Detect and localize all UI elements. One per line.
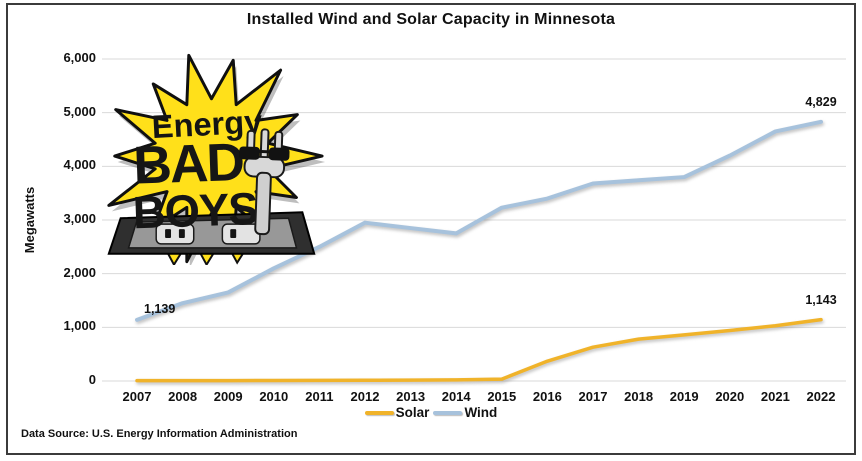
point-label-solar-2022: 1,143 (805, 292, 837, 307)
legend: Solar Wind (0, 405, 862, 420)
y-tick-label: 6,000 (63, 50, 96, 65)
x-tick-label: 2016 (532, 389, 562, 404)
legend-item-wind: Wind (433, 405, 497, 420)
sunglasses-icon (239, 146, 290, 161)
x-tick-label: 2018 (624, 389, 654, 404)
y-tick-label: 5,000 (63, 103, 96, 119)
x-tick-label: 2021 (760, 389, 790, 404)
y-tick-label: 1,000 (63, 318, 96, 334)
y-tick-label: 3,000 (63, 211, 96, 226)
x-tick-label: 2012 (350, 389, 380, 404)
x-tick-label: 2014 (441, 389, 471, 404)
solar-line (135, 317, 823, 383)
x-tick-label: 2009 (213, 389, 243, 404)
energy-bad-boys-logo: Energy BAD BOYS (107, 53, 326, 265)
logo-word-bad: BAD (132, 133, 244, 196)
x-tick-label: 2007 (122, 389, 152, 404)
y-tick-label: 4,000 (63, 157, 96, 173)
x-tick-label: 2020 (715, 389, 745, 404)
x-tick-label: 2010 (259, 389, 289, 404)
logo-word-boys: BOYS (132, 183, 258, 238)
logo-word-energy: Energy (151, 103, 263, 145)
data-source-note: Data Source: U.S. Energy Information Adm… (21, 428, 298, 440)
legend-label-wind: Wind (464, 405, 498, 420)
point-label-wind-2007: 1,139 (144, 301, 176, 316)
x-tick-label: 2022 (806, 389, 836, 404)
x-tick-label: 2019 (669, 389, 699, 404)
legend-label-solar: Solar (395, 405, 430, 420)
series-lines (135, 119, 823, 383)
wind-line-swatch-icon (433, 410, 463, 415)
x-tick-label: 2017 (578, 389, 608, 404)
y-tick-label: 2,000 (63, 264, 96, 280)
fork-icon (239, 128, 290, 236)
x-tick-label: 2008 (168, 389, 198, 404)
logo-text: Energy BAD BOYS (132, 103, 263, 238)
wind-line (135, 119, 823, 322)
point-label-wind-2022: 4,829 (805, 94, 837, 109)
x-tick-label: 2015 (487, 389, 517, 404)
solar-line-swatch-icon (364, 410, 394, 415)
chart-title: Installed Wind and Solar Capacity in Min… (246, 11, 616, 28)
y-tick-label: 0 (88, 372, 96, 387)
legend-item-solar: Solar (364, 405, 430, 420)
x-tick-label: 2013 (396, 389, 426, 404)
x-tick-label: 2011 (305, 389, 334, 404)
